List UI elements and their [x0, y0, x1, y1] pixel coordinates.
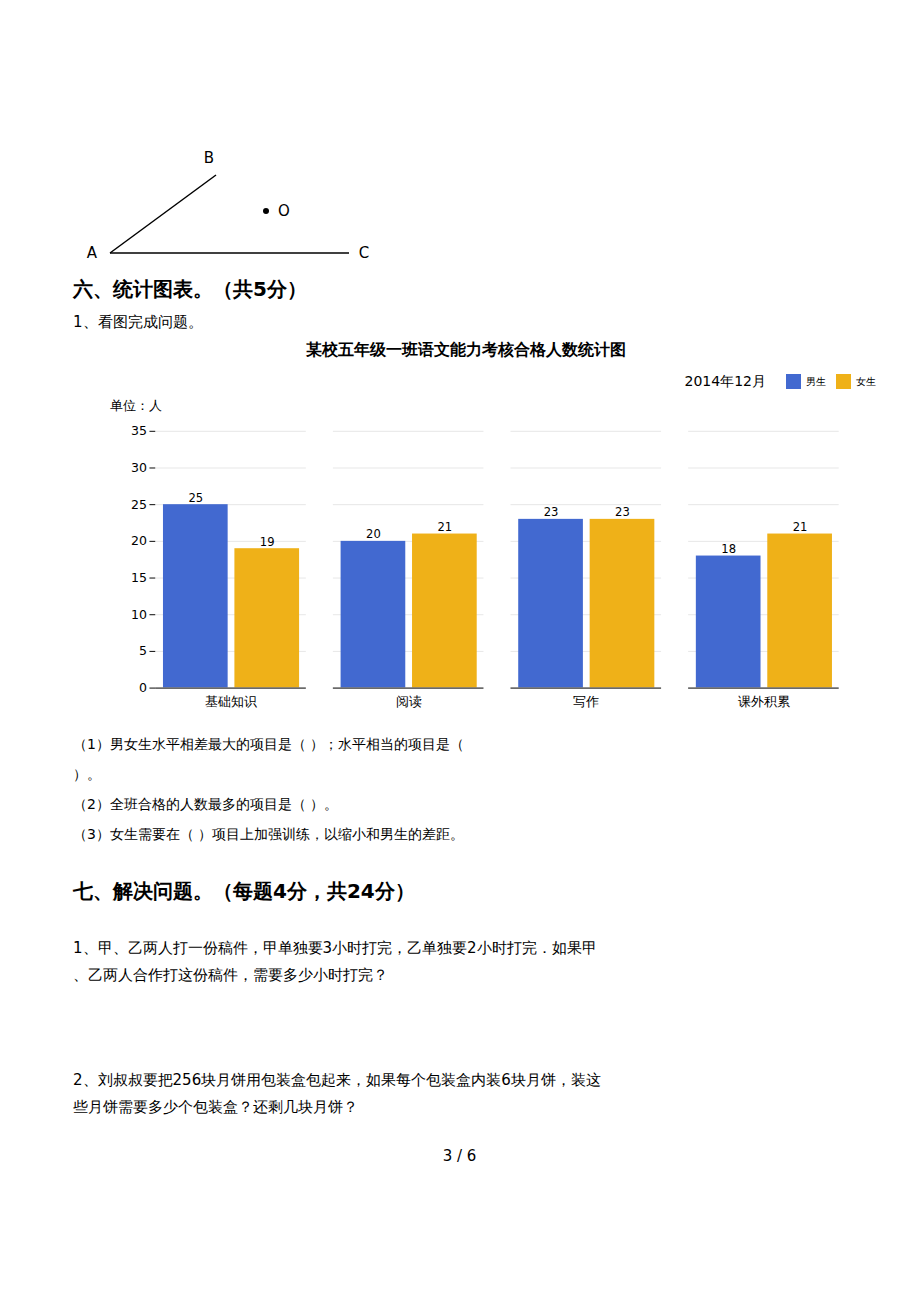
svg-text:35: 35	[131, 423, 147, 438]
html-text:七、解决问题。（每题4分，共24分）: 七、解决问题。（每题4分，共24分）	[73, 879, 415, 904]
svg-text:23: 23	[544, 505, 559, 519]
svg-text:23: 23	[615, 505, 630, 519]
svg-text:写作: 写作	[573, 694, 599, 709]
svg-text:C: C	[359, 244, 369, 262]
html-text:3 / 6: 3 / 6	[442, 1147, 477, 1166]
html-text:男生: 男生	[806, 374, 826, 388]
svg-text:30: 30	[131, 460, 147, 475]
svg-text:课外积累: 课外积累	[738, 694, 790, 709]
html-text:、乙两人合作打这份稿件，需要多少小时打完？: 、乙两人合作打这份稿件，需要多少小时打完？	[73, 966, 388, 985]
svg-text:25: 25	[188, 491, 203, 505]
svg-text:O: O	[278, 202, 290, 220]
html-text:2、刘叔叔要把256块月饼用包装盒包起来，如果每个包装盒内装: 2、刘叔叔要把256块月饼用包装盒包起来，如果每个包装盒内装6块月饼，装这	[73, 1071, 601, 1090]
svg-text:10: 10	[131, 607, 147, 622]
svg-text:A: A	[87, 244, 98, 262]
svg-text:20: 20	[366, 527, 381, 541]
html-text:六、统计图表。（共5分）: 六、统计图表。（共5分）	[73, 277, 307, 301]
svg-text:15: 15	[131, 570, 147, 585]
html-text:1、看图完成问题。: 1、看图完成问题。	[73, 313, 203, 331]
html-text:女生: 女生	[856, 374, 876, 388]
html-text:1、甲、乙两人打一份稿件，甲单独要3小时打完，乙单独要2小时: 1、甲、乙两人打一份稿件，甲单独要3小时打完，乙单独要2小时打完．如果甲	[73, 939, 597, 958]
svg-text:5: 5	[139, 643, 147, 658]
svg-text:25: 25	[131, 497, 147, 512]
html-text:2014年12月: 2014年12月	[684, 372, 766, 389]
svg-text:21: 21	[793, 520, 808, 534]
svg-text:19: 19	[260, 535, 275, 549]
html-text:些月饼需要多少个包装盒？还剩几块月饼？: 些月饼需要多少个包装盒？还剩几块月饼？	[73, 1098, 358, 1117]
html-text:（1）男女生水平相差最大的项目是（ ）；水平相当的项目是（: （1）男女生水平相差最大的项目是（ ）；水平相当的项目是（	[73, 736, 465, 753]
svg-text:阅读: 阅读	[396, 694, 422, 709]
html-text:（3）女生需要在（ ）项目上加强训练，以缩小和男生的差距。: （3）女生需要在（ ）项目上加强训练，以缩小和男生的差距。	[73, 826, 465, 843]
svg-text:B: B	[204, 149, 214, 167]
svg-text:18: 18	[721, 542, 736, 556]
html-text:（2）全班合格的人数最多的项目是（ ）。: （2）全班合格的人数最多的项目是（ ）。	[73, 796, 339, 813]
html-text:某校五年级一班语文能力考核合格人数统计图: 某校五年级一班语文能力考核合格人数统计图	[306, 340, 626, 359]
svg-text:基础知识: 基础知识	[205, 694, 257, 709]
svg-text:20: 20	[131, 533, 147, 548]
svg-text:0: 0	[139, 680, 147, 695]
svg-text:单位：人: 单位：人	[110, 398, 162, 413]
svg-text:21: 21	[437, 520, 452, 534]
